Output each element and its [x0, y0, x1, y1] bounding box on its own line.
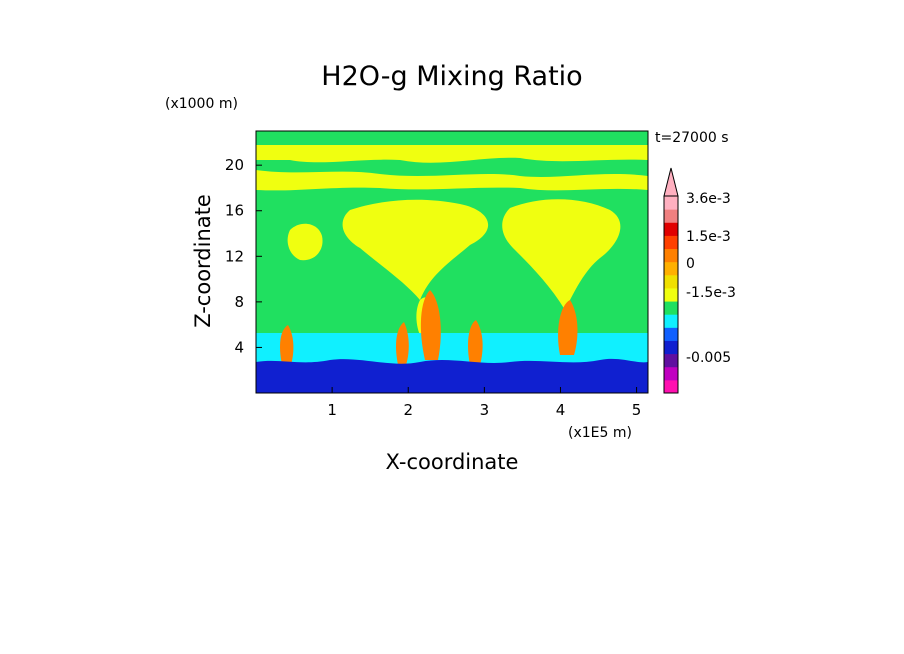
- colorbar-tick-label: 0: [686, 256, 695, 272]
- x-tick-label: 1: [327, 401, 337, 419]
- y-tick-label: 8: [234, 293, 244, 311]
- colorbar-swatch: [664, 209, 678, 223]
- plot-frame: [255, 130, 649, 394]
- y-axis-ticks: 4 8 12 16 20: [225, 156, 262, 356]
- contour-field: [256, 131, 648, 393]
- y-axis-label: Z-coordinate: [191, 194, 215, 328]
- x-unit-label: (x1E5 m): [568, 425, 632, 441]
- colorbar-swatch: [664, 287, 678, 302]
- y-tick-label: 16: [225, 202, 244, 220]
- x-tick-label: 3: [480, 401, 490, 419]
- colorbar-extension-arrow: [663, 167, 679, 197]
- colorbar-swatch: [664, 274, 678, 289]
- y-tick-label: 4: [234, 338, 244, 356]
- colorbar-tick-label: -1.5e-3: [686, 285, 736, 301]
- colorbar-tick-label: 3.6e-3: [686, 191, 731, 207]
- colorbar-swatch: [664, 235, 678, 250]
- colorbar-frame: [663, 195, 679, 394]
- x-tick-label: 2: [403, 401, 413, 419]
- colorbar-swatch: [664, 327, 678, 341]
- colorbar-swatch: [664, 353, 678, 368]
- x-axis-ticks: 1 2 3 4 5: [327, 387, 641, 419]
- colorbar-swatch: [664, 314, 678, 328]
- colorbar-swatch: [664, 196, 678, 210]
- colorbar-swatch: [664, 261, 678, 276]
- x-tick-label: 4: [556, 401, 566, 419]
- x-axis-label: X-coordinate: [386, 450, 519, 474]
- colorbar-swatch: [664, 366, 678, 381]
- chart-title: H2O-g Mixing Ratio: [321, 61, 582, 92]
- colorbar-swatch: [664, 248, 678, 263]
- colorbar-swatch: [664, 379, 678, 394]
- y-unit-label: (x1000 m): [165, 96, 238, 112]
- y-tick-label: 12: [225, 247, 244, 265]
- x-tick-label: 5: [632, 401, 642, 419]
- colorbar-swatch: [664, 222, 678, 236]
- colorbar-tick-label: -0.005: [686, 350, 731, 366]
- y-tick-label: 20: [225, 156, 244, 174]
- colorbar-tick-label: 1.5e-3: [686, 229, 731, 245]
- time-label: t=27000 s: [655, 130, 729, 146]
- colorbar-swatch: [664, 301, 678, 315]
- colorbar-labels: 3.6e-3 1.5e-3 0 -1.5e-3 -0.005: [686, 191, 736, 366]
- colorbar-swatch: [664, 340, 678, 355]
- colorbar: [663, 167, 679, 394]
